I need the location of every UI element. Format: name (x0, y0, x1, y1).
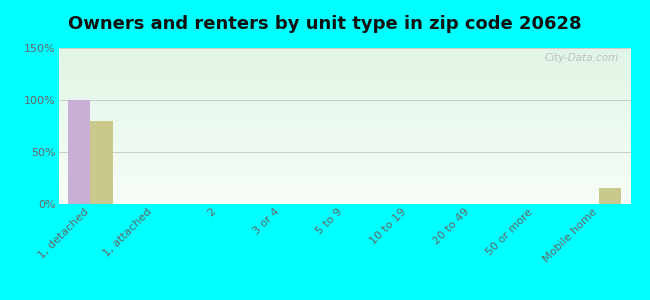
Bar (90, 121, 112, 204)
Text: City-Data.com: City-Data.com (545, 53, 619, 63)
Bar (599, 188, 621, 204)
Bar (68, 100, 90, 204)
Text: Owners and renters by unit type in zip code 20628: Owners and renters by unit type in zip c… (68, 15, 582, 33)
